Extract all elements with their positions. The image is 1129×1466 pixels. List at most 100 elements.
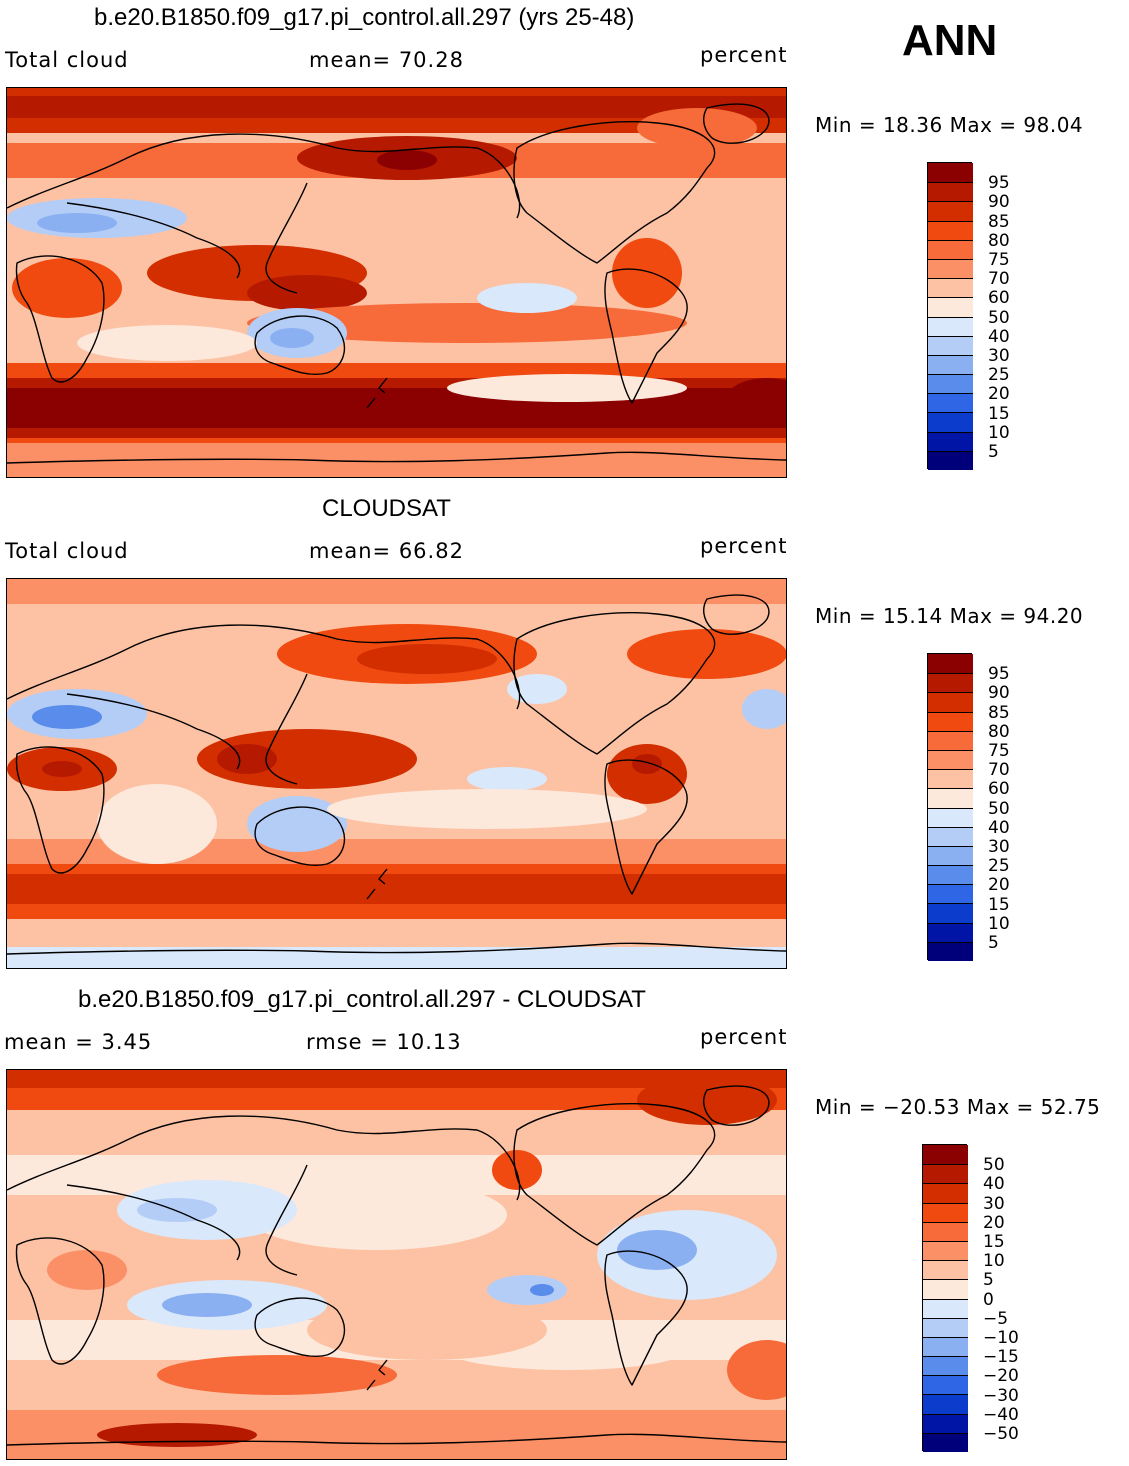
colorbar-tick-label: 90 bbox=[988, 192, 1010, 213]
contour-region bbox=[637, 1075, 777, 1125]
colorbar-tick-label: −20 bbox=[983, 1366, 1019, 1387]
contour-band bbox=[7, 874, 786, 904]
colorbar-swatch bbox=[928, 941, 973, 961]
contour-region bbox=[727, 378, 786, 418]
panel-2-map bbox=[6, 578, 787, 969]
contour-region bbox=[377, 150, 437, 170]
colorbar-tick-label: 10 bbox=[988, 422, 1010, 443]
colorbar-tick-label: 25 bbox=[988, 365, 1010, 386]
colorbar-tick-label: 75 bbox=[988, 250, 1010, 270]
colorbar-tick-label: 80 bbox=[988, 721, 1010, 742]
coastline bbox=[7, 1433, 786, 1446]
coastline bbox=[366, 377, 388, 409]
contour-region bbox=[530, 1284, 554, 1296]
contour-region bbox=[197, 729, 417, 789]
coastline bbox=[15, 255, 105, 383]
colorbar-swatch bbox=[928, 450, 973, 470]
contour-region bbox=[627, 629, 786, 679]
colorbar-tick-label: 15 bbox=[988, 894, 1010, 915]
contour-region bbox=[307, 1300, 547, 1360]
colorbar-tick-label: −15 bbox=[983, 1347, 1019, 1368]
colorbar-swatch bbox=[928, 220, 973, 240]
colorbar-swatch bbox=[928, 692, 973, 712]
coastline bbox=[7, 1115, 521, 1201]
colorbar-swatch bbox=[928, 826, 973, 846]
colorbar-swatch bbox=[928, 845, 973, 866]
panel-2-title: CLOUDSAT bbox=[322, 495, 451, 522]
colorbar-tick-label: 20 bbox=[988, 384, 1010, 405]
colorbar-swatch bbox=[928, 335, 973, 355]
contour-region bbox=[247, 1180, 507, 1250]
season-label: ANN bbox=[902, 16, 998, 65]
contour-region bbox=[247, 275, 367, 311]
panel-3-title: b.e20.B1850.f09_g17.pi_control.all.297 -… bbox=[78, 986, 646, 1013]
colorbar-tick-label: 60 bbox=[988, 288, 1010, 309]
colorbar-tick-label: 70 bbox=[988, 760, 1010, 781]
coastline bbox=[265, 1164, 308, 1276]
colorbar-tick-label: −40 bbox=[983, 1404, 1019, 1425]
colorbar-swatch bbox=[928, 201, 973, 221]
colorbar-tick-label: 20 bbox=[988, 875, 1010, 896]
coastline bbox=[7, 133, 521, 219]
contour-region bbox=[42, 761, 82, 777]
contour-region bbox=[12, 258, 122, 318]
contour-region bbox=[270, 328, 314, 348]
colorbar-tick-label: 30 bbox=[988, 346, 1010, 366]
colorbar-swatch bbox=[923, 1260, 968, 1280]
colorbar-tick-label: 50 bbox=[988, 307, 1010, 328]
coastline bbox=[66, 202, 241, 279]
colorbar-swatch bbox=[928, 711, 973, 731]
contour-region bbox=[447, 374, 687, 402]
colorbar-tick-label: 70 bbox=[988, 269, 1010, 290]
colorbar-swatch bbox=[928, 884, 973, 904]
contour-region bbox=[217, 744, 277, 774]
contour-region bbox=[32, 705, 102, 729]
colorbar-swatch bbox=[923, 1279, 968, 1299]
coastline bbox=[366, 1359, 388, 1391]
colorbar-tick-label: −50 bbox=[983, 1424, 1019, 1444]
colorbar-tick-label: 75 bbox=[988, 741, 1010, 761]
colorbar-swatch bbox=[928, 297, 973, 317]
colorbar-tick-label: 0 bbox=[983, 1289, 994, 1310]
colorbar-tick-label: 15 bbox=[988, 403, 1010, 424]
panel-3-map bbox=[6, 1069, 787, 1460]
contour-region bbox=[47, 1250, 127, 1290]
coastline bbox=[254, 315, 346, 375]
colorbar-tick-label: 30 bbox=[988, 837, 1010, 857]
panel-3-map-svg bbox=[7, 1070, 786, 1459]
contour-band bbox=[7, 96, 786, 118]
colorbar-swatch bbox=[928, 374, 973, 394]
colorbar-swatch bbox=[928, 922, 973, 942]
colorbar-tick-label: 80 bbox=[988, 230, 1010, 251]
colorbar-swatch bbox=[928, 903, 973, 923]
colorbar-tick-label: 40 bbox=[988, 817, 1010, 838]
colorbar-swatch bbox=[923, 1202, 968, 1222]
coastline bbox=[513, 612, 716, 755]
colorbar-swatch bbox=[928, 182, 973, 202]
coastline bbox=[254, 1297, 346, 1357]
coastline bbox=[703, 594, 770, 635]
colorbar-swatch bbox=[928, 769, 973, 789]
contour-region bbox=[742, 689, 786, 729]
contour-region bbox=[637, 108, 757, 148]
colorbar-tick-label: 25 bbox=[988, 856, 1010, 877]
panel-1-units-label: percent bbox=[700, 43, 788, 67]
contour-region bbox=[467, 767, 547, 791]
colorbar-swatch bbox=[928, 393, 973, 413]
coastline bbox=[7, 942, 786, 955]
colorbar-swatch bbox=[923, 1298, 968, 1318]
panel-2-variable-label: Total cloud bbox=[5, 539, 129, 563]
panel-2-min-max: Min = 15.14 Max = 94.20 bbox=[815, 604, 1084, 628]
colorbar-tick-label: −30 bbox=[983, 1385, 1019, 1406]
colorbar-swatch bbox=[923, 1317, 968, 1337]
contour-region bbox=[247, 303, 687, 343]
colorbar-swatch bbox=[923, 1336, 968, 1357]
colorbar-tick-label: 20 bbox=[983, 1212, 1005, 1233]
contour-region bbox=[77, 325, 257, 361]
colorbar-swatch bbox=[923, 1394, 968, 1414]
colorbar-swatch bbox=[923, 1164, 968, 1184]
coastline bbox=[703, 1085, 770, 1126]
coastline bbox=[7, 451, 786, 464]
contour-region bbox=[477, 283, 577, 313]
coastline bbox=[604, 1250, 688, 1386]
